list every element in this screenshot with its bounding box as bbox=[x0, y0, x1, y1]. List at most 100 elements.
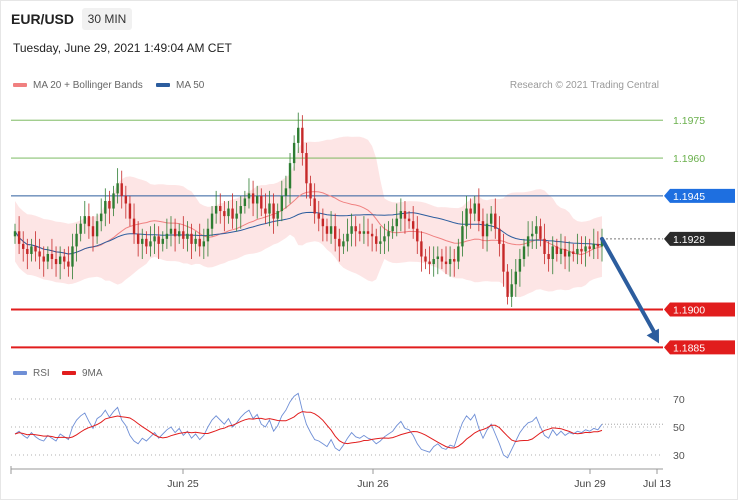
legend-9ma: 9MA bbox=[62, 368, 103, 379]
candle-body bbox=[366, 231, 370, 234]
candle-body bbox=[145, 238, 148, 247]
candle-body bbox=[539, 226, 542, 239]
candle-body bbox=[198, 238, 201, 247]
candle-body bbox=[407, 218, 411, 222]
candle-body bbox=[58, 256, 62, 265]
x-tick-label-Jul 13: Jul 13 bbox=[643, 478, 671, 490]
candle-body bbox=[190, 233, 193, 244]
candle-body bbox=[510, 284, 513, 297]
candle-body bbox=[202, 241, 206, 247]
candle-body bbox=[432, 259, 435, 265]
candle-body bbox=[395, 218, 398, 227]
candle-body bbox=[79, 223, 82, 234]
candle-body bbox=[555, 246, 559, 254]
candle-body bbox=[457, 246, 460, 262]
datetime-label: Tuesday, June 29, 2021 1:49:04 AM CET bbox=[13, 41, 232, 55]
candle-body bbox=[50, 253, 54, 260]
candle-body bbox=[63, 256, 66, 262]
candle-body bbox=[54, 259, 58, 265]
candle-body bbox=[325, 226, 329, 234]
candle-body bbox=[547, 253, 550, 260]
candle-body bbox=[391, 226, 394, 232]
candle-body bbox=[383, 236, 386, 242]
candle-body bbox=[186, 233, 189, 239]
rsi-swatch bbox=[13, 371, 27, 376]
candle-body bbox=[247, 193, 251, 199]
candle-body bbox=[309, 183, 312, 199]
ma9-legend-label: 9MA bbox=[82, 368, 103, 379]
candle-body bbox=[317, 213, 320, 219]
rsi-tick-30: 30 bbox=[673, 450, 685, 462]
candle-body bbox=[91, 226, 95, 237]
candle-body bbox=[596, 243, 600, 247]
legend-ma50: MA 50 bbox=[156, 80, 204, 91]
legend-rsi: RSI bbox=[13, 368, 50, 379]
candle-body bbox=[108, 200, 111, 209]
candle-body bbox=[280, 195, 284, 212]
candle-body bbox=[272, 203, 275, 219]
level-label-1.1945-bg bbox=[664, 188, 735, 203]
candle-body bbox=[26, 248, 29, 254]
candle-body bbox=[346, 233, 349, 242]
candle-body bbox=[584, 246, 587, 252]
candle-body bbox=[165, 233, 169, 239]
candle-body bbox=[448, 259, 452, 265]
candle-body bbox=[588, 246, 591, 249]
x-tick-label-Jun 26: Jun 26 bbox=[357, 478, 389, 490]
candle-body bbox=[436, 256, 440, 260]
candle-body bbox=[161, 238, 164, 244]
candle-body bbox=[268, 203, 271, 214]
level-label-1.1900: 1.1900 bbox=[673, 305, 705, 317]
candle-body bbox=[350, 226, 353, 234]
candle-body bbox=[206, 228, 210, 242]
candle-body bbox=[301, 127, 304, 154]
candle-body bbox=[494, 213, 497, 229]
candle-body bbox=[243, 198, 247, 207]
candle-body bbox=[576, 248, 579, 254]
candle-body bbox=[260, 195, 263, 209]
candle-body bbox=[563, 248, 567, 257]
rsi-tick-50: 50 bbox=[673, 422, 685, 434]
candle-body bbox=[17, 231, 21, 244]
credit-label: Research © 2021 Trading Central bbox=[509, 80, 659, 91]
ma20-line bbox=[14, 191, 603, 256]
candle-body bbox=[498, 228, 501, 244]
candle-body bbox=[116, 183, 119, 194]
x-tick-label-Jun 25: Jun 25 bbox=[167, 478, 199, 490]
candle-body bbox=[157, 236, 160, 244]
level-label-1.1975: 1.1975 bbox=[673, 115, 705, 127]
ma20-legend-label: MA 20 + Bollinger Bands bbox=[33, 80, 143, 91]
ma50-swatch bbox=[156, 83, 170, 88]
candle-body bbox=[338, 238, 341, 247]
candle-body bbox=[453, 259, 456, 262]
level-label-1.1885-bg bbox=[664, 340, 735, 355]
candle-body bbox=[177, 231, 181, 237]
legend-ma20: MA 20 + Bollinger Bands bbox=[13, 80, 143, 91]
candle-body bbox=[153, 236, 156, 242]
ma20-swatch bbox=[13, 83, 27, 88]
candle-body bbox=[485, 223, 489, 237]
candle-body bbox=[219, 206, 222, 212]
candle-body bbox=[149, 241, 152, 247]
candle-body bbox=[514, 271, 517, 285]
candle-body bbox=[526, 236, 530, 247]
interval-button[interactable]: 30 MIN bbox=[82, 8, 132, 30]
candle-body bbox=[321, 218, 325, 227]
candle-body bbox=[288, 163, 292, 189]
candle-body bbox=[239, 206, 242, 214]
candle-body bbox=[387, 231, 390, 237]
candle-body bbox=[535, 226, 538, 234]
candle-body bbox=[141, 238, 144, 244]
candle-body bbox=[518, 259, 522, 272]
candle-body bbox=[214, 206, 218, 214]
candle-body bbox=[551, 246, 554, 260]
level-label-1.1928: 1.1928 bbox=[673, 234, 705, 246]
candle-body bbox=[182, 231, 185, 239]
candle-body bbox=[22, 243, 25, 249]
candle-body bbox=[297, 127, 300, 143]
candle-body bbox=[592, 243, 595, 249]
candle-body bbox=[87, 216, 91, 227]
projection-arrow-head bbox=[646, 328, 659, 344]
candle-body bbox=[461, 226, 464, 247]
